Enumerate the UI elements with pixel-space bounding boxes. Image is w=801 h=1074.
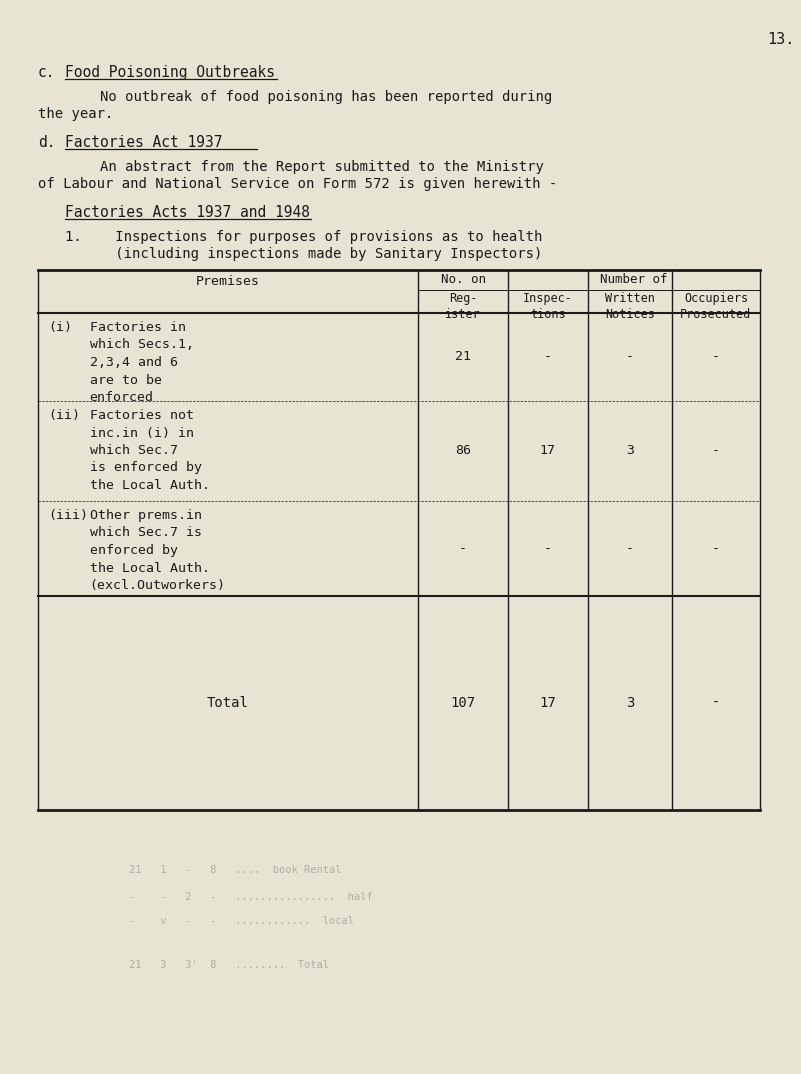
Text: of Labour and National Service on Form 572 is given herewith -: of Labour and National Service on Form 5…	[38, 177, 557, 191]
Text: Factories in
which Secs.1,
2,3,4 and 6
are to be
enforced: Factories in which Secs.1, 2,3,4 and 6 a…	[90, 321, 194, 404]
Text: the year.: the year.	[38, 107, 113, 121]
Text: Total: Total	[207, 696, 249, 710]
Text: (ii): (ii)	[48, 409, 80, 422]
Text: (iii): (iii)	[48, 509, 88, 522]
Text: -    -   2   -   ................  half: - - 2 - ................ half	[130, 892, 373, 902]
Text: 21   3   3'  8   ........  Total: 21 3 3' 8 ........ Total	[130, 960, 329, 970]
Text: (including inspections made by Sanitary Inspectors): (including inspections made by Sanitary …	[65, 247, 542, 261]
Text: No outbreak of food poisoning has been reported during: No outbreak of food poisoning has been r…	[99, 90, 552, 104]
Text: 107: 107	[450, 696, 476, 710]
Text: Factories not
inc.in (i) in
which Sec.7
is enforced by
the Local Auth.: Factories not inc.in (i) in which Sec.7 …	[90, 409, 210, 492]
Text: -    v   -   -   ............  local: - v - - ............ local	[130, 916, 355, 926]
Text: 17: 17	[539, 696, 556, 710]
Text: d.: d.	[38, 135, 55, 150]
Text: Factories Acts 1937 and 1948: Factories Acts 1937 and 1948	[65, 205, 310, 220]
Text: 17: 17	[540, 445, 556, 458]
Text: -: -	[544, 350, 552, 363]
Text: -: -	[626, 542, 634, 555]
Text: Food Poisoning Outbreaks: Food Poisoning Outbreaks	[65, 66, 275, 79]
Text: 21   1   -   8   ....  book Rental: 21 1 - 8 .... book Rental	[130, 865, 342, 875]
Text: 86: 86	[455, 445, 471, 458]
Text: 21: 21	[455, 350, 471, 363]
Text: (i): (i)	[48, 321, 72, 334]
Text: -: -	[712, 445, 720, 458]
Text: Number of: Number of	[600, 273, 667, 286]
Text: -: -	[712, 696, 720, 710]
Text: 1.    Inspections for purposes of provisions as to health: 1. Inspections for purposes of provision…	[65, 230, 542, 244]
Text: Written
Notices: Written Notices	[605, 292, 654, 321]
Text: Inspec-
tions: Inspec- tions	[523, 292, 573, 321]
Text: c.: c.	[38, 66, 55, 79]
Text: -: -	[459, 542, 467, 555]
Text: 3: 3	[626, 445, 634, 458]
Text: -: -	[626, 350, 634, 363]
Text: An abstract from the Report submitted to the Ministry: An abstract from the Report submitted to…	[99, 160, 543, 174]
Text: 3: 3	[626, 696, 634, 710]
Text: Occupiers
Prosecuted: Occupiers Prosecuted	[680, 292, 751, 321]
Text: Reg-
ister: Reg- ister	[445, 292, 481, 321]
Text: 13.: 13.	[767, 32, 794, 47]
Text: Factories Act 1937: Factories Act 1937	[65, 135, 222, 150]
Text: -: -	[712, 350, 720, 363]
Text: -: -	[712, 542, 720, 555]
Text: Premises: Premises	[196, 275, 260, 288]
Text: -: -	[544, 542, 552, 555]
Text: Other prems.in
which Sec.7 is
enforced by
the Local Auth.
(excl.Outworkers): Other prems.in which Sec.7 is enforced b…	[90, 509, 226, 592]
Text: No. on: No. on	[441, 273, 485, 286]
